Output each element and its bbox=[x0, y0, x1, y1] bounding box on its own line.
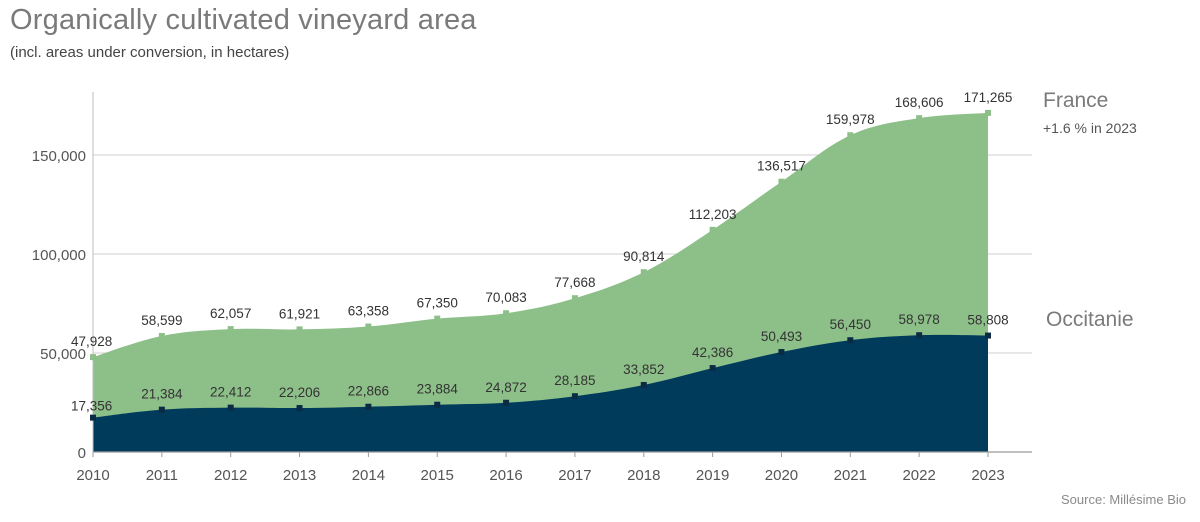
point-france-2020 bbox=[778, 178, 785, 185]
label-occitanie-2015: 23,884 bbox=[417, 382, 459, 397]
x-tick-label-2020: 2020 bbox=[765, 467, 798, 484]
label-france-2010: 47,928 bbox=[71, 334, 112, 349]
point-occitanie-2012 bbox=[227, 404, 234, 411]
label-occitanie-2010: 17,356 bbox=[71, 399, 112, 414]
point-france-2015 bbox=[434, 315, 441, 322]
y-tick-label-2: 100,000 bbox=[32, 247, 86, 264]
label-occitanie-2018: 33,852 bbox=[623, 362, 664, 377]
label-france-2012: 62,057 bbox=[210, 306, 251, 321]
label-france-2016: 70,083 bbox=[485, 290, 526, 305]
point-occitanie-2018 bbox=[640, 381, 647, 388]
label-occitanie-2014: 22,866 bbox=[348, 384, 389, 399]
x-tick-label-2014: 2014 bbox=[352, 467, 385, 484]
y-tick-label-0: 0 bbox=[78, 445, 86, 462]
point-occitanie-2013 bbox=[296, 405, 303, 412]
point-occitanie-2011 bbox=[158, 406, 165, 413]
x-tick-label-2015: 2015 bbox=[421, 467, 454, 484]
x-tick-label-2019: 2019 bbox=[696, 467, 729, 484]
x-tick-label-2017: 2017 bbox=[558, 467, 591, 484]
label-occitanie-2022: 58,978 bbox=[899, 312, 940, 327]
y-tick-label-1: 50,000 bbox=[40, 346, 86, 363]
chart-subtitle: (incl. areas under conversion, in hectar… bbox=[10, 44, 290, 61]
point-occitanie-2023 bbox=[985, 332, 991, 339]
point-france-2023 bbox=[985, 109, 991, 116]
point-occitanie-2020 bbox=[778, 349, 785, 356]
data-labels: 47,928 58,599 62,057 61,921 63,358 67,350 70,0… bbox=[71, 90, 1012, 414]
point-occitanie-2022 bbox=[916, 332, 923, 339]
label-occitanie-2013: 22,206 bbox=[279, 385, 320, 400]
area-occitanie bbox=[93, 334, 988, 452]
label-france-2018: 90,814 bbox=[623, 249, 665, 264]
point-france-2016 bbox=[503, 310, 510, 317]
point-occitanie-2021 bbox=[847, 337, 854, 344]
x-tick-label-2013: 2013 bbox=[283, 467, 316, 484]
x-tick-label-2012: 2012 bbox=[214, 467, 247, 484]
point-france-2022 bbox=[916, 115, 923, 122]
point-france-2014 bbox=[365, 323, 372, 330]
tick-labels: 0 50,000 100,000 150,000 2010 2011 2012 2013 201… bbox=[32, 148, 1005, 484]
x-tick-label-2021: 2021 bbox=[834, 467, 867, 484]
point-occitanie-2010 bbox=[90, 414, 96, 421]
label-occitanie-2019: 42,386 bbox=[692, 345, 733, 360]
label-france-2011: 58,599 bbox=[141, 313, 182, 328]
label-occitanie-2011: 21,384 bbox=[141, 387, 183, 402]
point-occitanie-2019 bbox=[709, 365, 716, 372]
label-france-2017: 77,668 bbox=[554, 275, 595, 290]
point-occitanie-2014 bbox=[365, 403, 372, 410]
x-tick-label-2018: 2018 bbox=[627, 467, 660, 484]
x-tick-label-2023: 2023 bbox=[971, 467, 1004, 484]
label-occitanie-2012: 22,412 bbox=[210, 385, 251, 400]
point-france-2017 bbox=[571, 295, 578, 302]
label-occitanie-2021: 56,450 bbox=[830, 317, 871, 332]
label-france-2015: 67,350 bbox=[417, 296, 458, 311]
point-france-2013 bbox=[296, 326, 303, 333]
point-occitanie-2016 bbox=[503, 399, 510, 406]
label-france-2022: 168,606 bbox=[895, 95, 944, 110]
point-france-2012 bbox=[227, 326, 234, 333]
series-name-occitanie: Occitanie bbox=[1046, 308, 1134, 331]
label-occitanie-2020: 50,493 bbox=[761, 329, 802, 344]
label-occitanie-2017: 28,185 bbox=[554, 373, 595, 388]
point-france-2021 bbox=[847, 132, 854, 139]
point-france-2010 bbox=[90, 354, 96, 361]
label-occitanie-2023: 58,808 bbox=[967, 313, 1008, 328]
point-occitanie-2017 bbox=[571, 393, 578, 400]
point-france-2019 bbox=[709, 226, 716, 233]
series-note-france: +1.6 % in 2023 bbox=[1043, 120, 1137, 136]
series-name-france: France bbox=[1043, 89, 1108, 112]
x-tick-label-2022: 2022 bbox=[902, 467, 935, 484]
label-france-2023: 171,265 bbox=[964, 90, 1013, 105]
x-tick-label-2016: 2016 bbox=[489, 467, 522, 484]
x-tick-label-2011: 2011 bbox=[146, 467, 178, 484]
label-france-2019: 112,203 bbox=[689, 207, 737, 222]
point-occitanie-2015 bbox=[434, 401, 441, 408]
point-france-2018 bbox=[640, 269, 647, 276]
point-france-2011 bbox=[158, 332, 165, 339]
label-france-2013: 61,921 bbox=[279, 306, 320, 321]
data-markers bbox=[90, 109, 991, 421]
chart-title: Organically cultivated vineyard area bbox=[10, 4, 477, 36]
label-france-2021: 159,978 bbox=[826, 112, 875, 127]
y-tick-label-3: 150,000 bbox=[32, 148, 86, 165]
x-tick-label-2010: 2010 bbox=[76, 467, 109, 484]
axes bbox=[92, 92, 1032, 457]
series-labels: France +1.6 % in 2023 Occitanie bbox=[1043, 89, 1137, 331]
label-france-2020: 136,517 bbox=[757, 159, 806, 174]
label-france-2014: 63,358 bbox=[348, 304, 389, 319]
label-occitanie-2016: 24,872 bbox=[485, 380, 526, 395]
source-note: Source: Millésime Bio bbox=[1061, 492, 1186, 507]
